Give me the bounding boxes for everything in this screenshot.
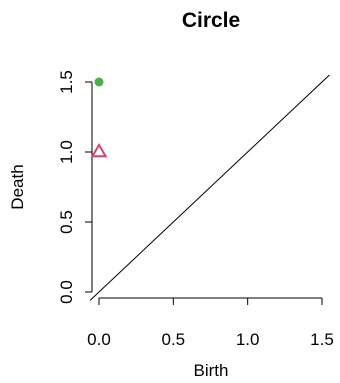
x-tick-label: 0.5 [162, 330, 186, 349]
chart-title: Circle [182, 9, 240, 32]
y-axis-label: Death [8, 164, 27, 209]
x-tick-label: 0.0 [87, 330, 111, 349]
x-axis-label: Birth [194, 361, 229, 380]
x-ticks: 0.0 0.5 1.0 1.5 [87, 298, 334, 349]
point-circle [94, 77, 104, 87]
diagonal-line [89, 74, 330, 301]
x-tick-label: 1.5 [310, 330, 334, 349]
y-ticks: 0.0 0.5 1.0 1.5 [57, 70, 92, 304]
data-points [90, 77, 108, 158]
y-tick-label: 1.5 [57, 70, 76, 94]
y-tick-label: 0.0 [57, 280, 76, 304]
y-tick-label: 0.5 [57, 210, 76, 234]
x-tick-label: 1.0 [236, 330, 260, 349]
y-tick-label: 1.0 [57, 140, 76, 164]
point-triangle [90, 143, 108, 158]
